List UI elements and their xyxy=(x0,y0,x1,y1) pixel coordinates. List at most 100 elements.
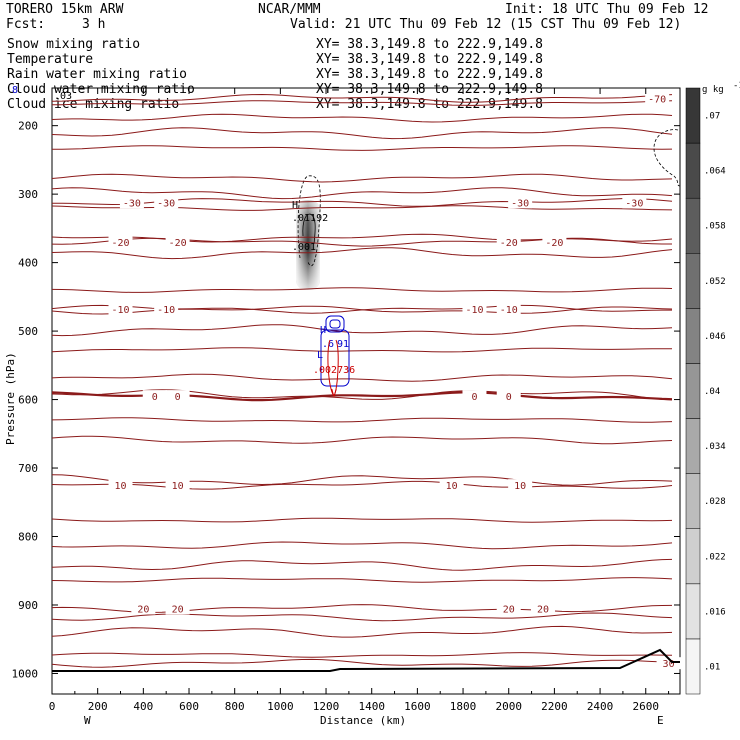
colorbar: .01 .016 .022 .028 .034 .04 .046 .052 .058 .064 .0… xyxy=(685,81,740,695)
y-tick-label: 300 xyxy=(18,188,38,201)
colorbar-label: .016 xyxy=(704,607,726,617)
ice-contour xyxy=(297,175,321,267)
isotherm-line xyxy=(51,127,673,140)
hydrometeor-contours: H .01192 .001 .03 8 H .6 91 L .002736 V xyxy=(12,85,355,399)
isotherm-label: -20 xyxy=(545,238,563,249)
y-tick-label: 600 xyxy=(18,394,38,407)
isotherm-label-bg xyxy=(462,303,487,316)
cloud-water-contour-inner xyxy=(329,319,341,329)
valid-time: Valid: 21 UTC Thu 09 Feb 12 (15 CST Thu … xyxy=(290,17,681,32)
snow-contour-value: .001 xyxy=(292,242,316,253)
isotherm-label-bg xyxy=(496,390,521,403)
isotherm-line xyxy=(51,474,673,486)
isotherm-label-bg xyxy=(131,602,156,615)
isotherm-line xyxy=(51,517,673,523)
isotherm-label: -10 xyxy=(157,305,175,316)
isotherm-label: -20 xyxy=(169,238,187,249)
isotherm-label: 10 xyxy=(172,481,184,492)
isotherm-label: -10 xyxy=(500,305,518,316)
cloud-water-low: L xyxy=(317,350,323,361)
isotherm-line xyxy=(51,173,673,183)
isotherm-label: 0 xyxy=(175,392,181,403)
isotherm-label-bg xyxy=(462,390,487,403)
rain-contour xyxy=(327,339,339,397)
isotherm-line xyxy=(51,417,673,423)
ice-value: .03 xyxy=(54,91,72,102)
init-time: Init: 18 UTC Thu 09 Feb 12 xyxy=(505,2,709,17)
colorbar-unit: g kg xyxy=(702,85,724,95)
colorbar-swatch xyxy=(685,473,701,529)
fcst-value: 3 h xyxy=(82,17,105,32)
y-axis-label: Pressure (hPa) xyxy=(4,352,17,445)
isotherm-label: -30 xyxy=(157,198,175,209)
isotherm-30 xyxy=(51,658,673,668)
isotherm-label: 0 xyxy=(471,392,477,403)
x-tick-label: 1600 xyxy=(404,700,431,713)
colorbar-swatch xyxy=(685,197,701,254)
x-east-label: E xyxy=(657,714,664,727)
snow-edge xyxy=(296,200,320,290)
isotherm-10 xyxy=(51,480,673,490)
colorbar-label: .064 xyxy=(704,167,726,177)
colorbar-swatch xyxy=(685,87,701,144)
temperature-isotherms: -70 -30 -30 -30 -30 -20 -20 -20 -20 -10 -10 -10 -10 0… xyxy=(51,92,681,672)
terrain-line xyxy=(52,648,680,672)
colorbar-label: .07 xyxy=(704,112,720,122)
colorbar-label: .034 xyxy=(704,442,726,452)
isotherm-line xyxy=(51,187,673,200)
cloud-water-contour-outer xyxy=(320,329,350,387)
isotherm--70 xyxy=(51,93,673,103)
isotherm-label-bg xyxy=(165,479,190,492)
field-xy: XY= 38.3,149.8 to 222.9,149.8 xyxy=(316,52,543,67)
x-tick-label: 200 xyxy=(88,700,108,713)
x-tick-label: 2400 xyxy=(587,700,614,713)
x-tick-label: 0 xyxy=(49,700,56,713)
isotherm-line xyxy=(51,287,673,293)
ice-contour-right xyxy=(653,129,681,187)
colorbar-swatch xyxy=(685,142,701,199)
x-axis-label: Distance (km) xyxy=(320,714,406,727)
y-tick-label: 1000 xyxy=(12,667,39,680)
snow-high-marker: H xyxy=(292,200,298,211)
axes: 0 200 400 600 800 1000 1200 1400 1600 1800 2000 220… xyxy=(12,88,680,713)
isotherm-line xyxy=(51,145,673,151)
plot-frame xyxy=(51,87,681,695)
x-tick-label: 2600 xyxy=(632,700,659,713)
colorbar-label: .028 xyxy=(704,497,726,507)
y-tick-label: 400 xyxy=(18,257,38,270)
isotherm-label-bg xyxy=(108,236,133,249)
isotherm-label-bg xyxy=(508,479,533,492)
field-xy: XY= 38.3,149.8 to 222.9,149.8 xyxy=(316,67,543,82)
colorbar-label: .022 xyxy=(704,552,726,562)
colorbar-swatch xyxy=(685,363,701,419)
colorbar-swatch xyxy=(685,253,701,309)
snow-shading xyxy=(296,175,321,290)
colorbar-swatch xyxy=(685,583,701,640)
model-title: TORERO 15km ARW xyxy=(6,2,124,17)
isotherm-label-bg xyxy=(439,479,464,492)
isotherm--30 xyxy=(52,198,673,207)
isotherm-line xyxy=(51,373,673,382)
isotherm-label: 30 xyxy=(663,659,675,670)
isotherm-label: 0 xyxy=(506,392,512,403)
isotherm-label-bg xyxy=(622,196,647,209)
snow-contour-inner xyxy=(302,213,316,245)
isotherm-label: -10 xyxy=(465,305,483,316)
x-tick-label: 400 xyxy=(133,700,153,713)
field-name: Snow mixing ratio xyxy=(7,37,140,52)
isotherm-label-bg xyxy=(165,602,190,615)
isotherm-label: 0 xyxy=(152,392,158,403)
isotherm-line xyxy=(51,652,673,658)
field-name: Temperature xyxy=(7,52,93,67)
field-name: Cloud ice mixing ratio xyxy=(7,97,179,112)
y-tick-label: 900 xyxy=(18,599,38,612)
isotherm-line xyxy=(51,247,673,260)
field-xy: XY= 38.3,149.8 to 222.9,149.8 xyxy=(316,97,543,112)
field-list: Snow mixing ratio XY= 38.3,149.8 to 222.9… xyxy=(7,37,543,112)
colorbar-swatch xyxy=(685,528,701,585)
isotherm-label: -10 xyxy=(111,305,129,316)
field-name: Rain water mixing ratio xyxy=(7,67,187,82)
rain-max-value: .002736 xyxy=(313,365,355,376)
